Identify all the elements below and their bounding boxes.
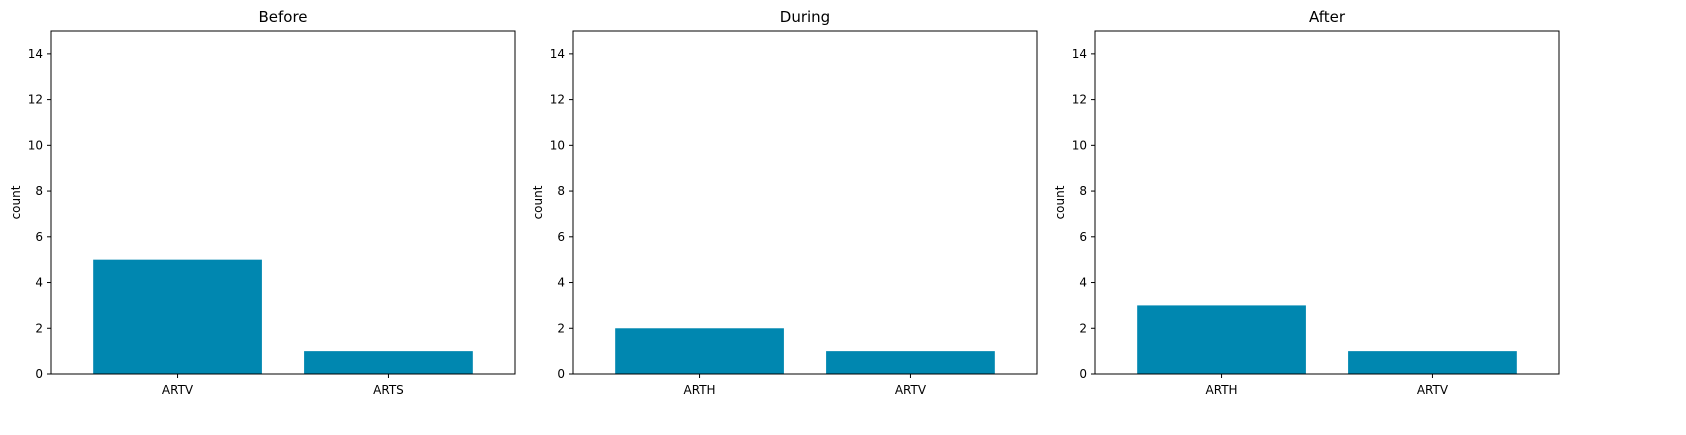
x-tick-label: ARTH — [684, 383, 716, 397]
y-tick-label: 10 — [28, 138, 43, 152]
y-tick-label: 4 — [1079, 276, 1087, 290]
y-tick-label: 6 — [35, 230, 43, 244]
x-tick-label: ARTV — [162, 383, 194, 397]
subplot-before: 0 2 4 6 8 10 12 14 ARTV ARTS Before count — [9, 8, 516, 397]
y-tick-label: 12 — [28, 93, 43, 107]
y-tick-label: 0 — [35, 367, 43, 381]
y-tick-label: 6 — [557, 230, 565, 244]
bar-artv — [93, 259, 262, 374]
y-tick-label: 4 — [557, 276, 565, 290]
y-tick-label: 4 — [35, 276, 43, 290]
y-tick-label: 10 — [550, 138, 565, 152]
x-tick-label: ARTV — [895, 383, 927, 397]
chart-title: After — [1309, 8, 1346, 26]
axes-frame — [572, 30, 1038, 375]
y-axis-label: count — [9, 185, 23, 219]
y-tick-label: 8 — [35, 184, 43, 198]
bar-arts — [304, 351, 473, 374]
y-tick-label: 2 — [35, 321, 43, 335]
y-axis-label: count — [531, 185, 545, 219]
y-tick-label: 6 — [1079, 230, 1087, 244]
y-tick-label: 8 — [1079, 184, 1087, 198]
y-tick-label: 14 — [550, 47, 565, 61]
y-tick-label: 8 — [557, 184, 565, 198]
bar-artv — [1348, 351, 1517, 374]
subplot-after: 0 2 4 6 8 10 12 14 ARTH ARTV After count — [1053, 8, 1560, 397]
y-tick-label: 2 — [1079, 321, 1087, 335]
bar-artv — [826, 351, 995, 374]
chart-title: Before — [258, 8, 307, 26]
y-axis-label: count — [1053, 185, 1067, 219]
y-tick-label: 14 — [1072, 47, 1087, 61]
x-tick-label: ARTS — [373, 383, 404, 397]
axes-frame — [1094, 30, 1560, 375]
y-tick-label: 0 — [1079, 367, 1087, 381]
chart-title: During — [780, 8, 830, 26]
y-tick-label: 0 — [557, 367, 565, 381]
x-tick-label: ARTV — [1417, 383, 1449, 397]
bar-arth — [615, 328, 784, 374]
bar-arth — [1137, 305, 1306, 374]
subplot-during: 0 2 4 6 8 10 12 14 ARTH ARTV During count — [531, 8, 1038, 397]
y-tick-label: 14 — [28, 47, 43, 61]
y-tick-label: 2 — [557, 321, 565, 335]
y-tick-label: 12 — [550, 93, 565, 107]
y-tick-label: 12 — [1072, 93, 1087, 107]
x-tick-label: ARTH — [1206, 383, 1238, 397]
y-tick-label: 10 — [1072, 138, 1087, 152]
axes-frame — [50, 30, 516, 375]
